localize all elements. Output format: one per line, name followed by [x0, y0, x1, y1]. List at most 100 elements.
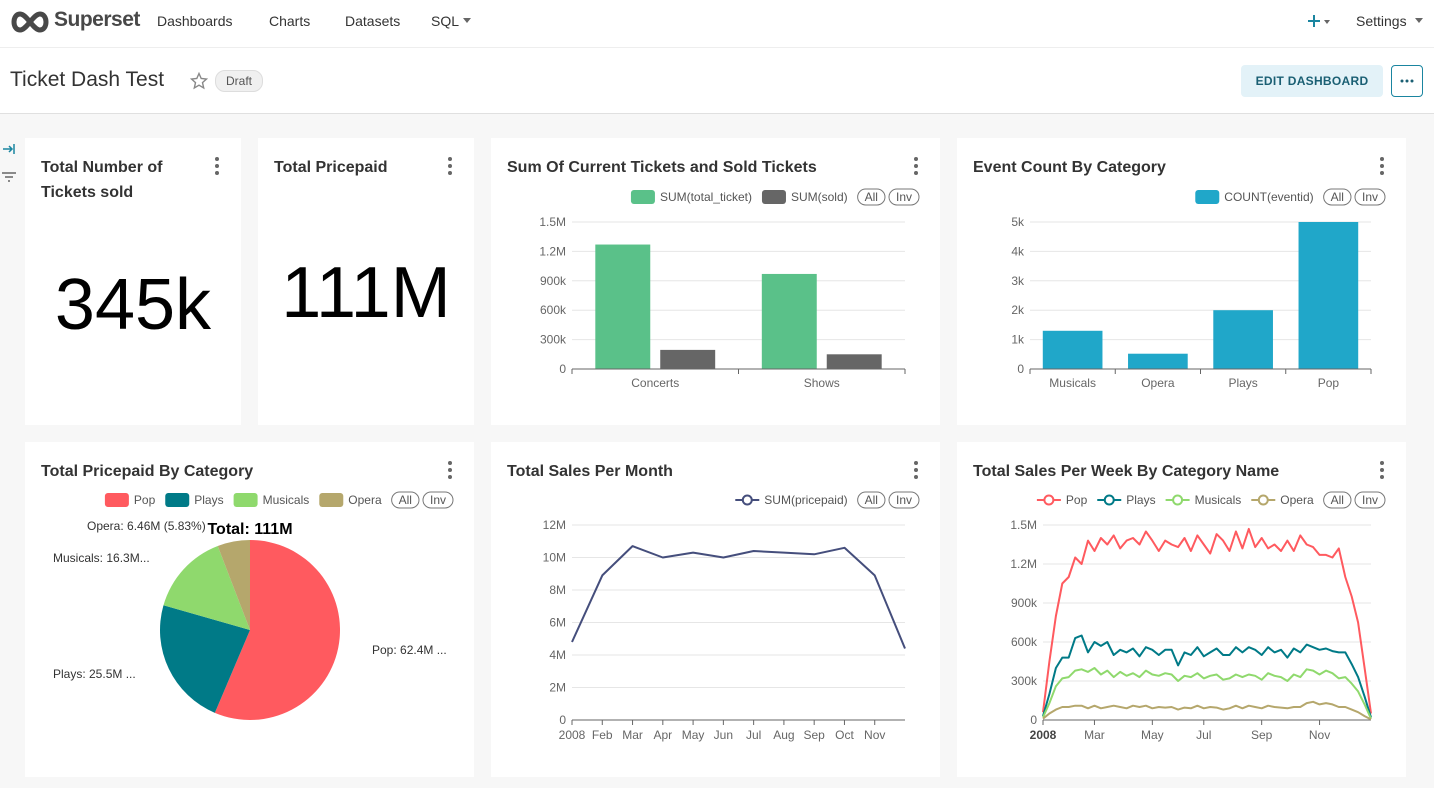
nav-item[interactable]: SQL	[431, 13, 460, 29]
legend-label: COUNT(eventid)	[1224, 190, 1313, 204]
edit-dashboard-button[interactable]: EDIT DASHBOARD	[1241, 65, 1383, 97]
legend-control[interactable]	[1323, 491, 1352, 509]
x-tick-label: Mar	[622, 728, 643, 742]
legend-control-label: Inv	[1362, 493, 1378, 507]
legend-control[interactable]	[391, 491, 420, 509]
caret	[1415, 18, 1423, 23]
legend-marker	[1103, 494, 1115, 506]
legend-control[interactable]	[888, 491, 920, 509]
x-tick-label: Feb	[592, 728, 613, 742]
legend-label: SUM(total_ticket)	[660, 190, 752, 204]
menu-dot	[215, 164, 219, 168]
legend: SUM(total_ticket) SUM(sold) All Inv	[630, 188, 920, 206]
legend-control[interactable]	[857, 188, 886, 206]
chart-title: Total Pricepaid	[274, 159, 388, 176]
caret	[1324, 20, 1330, 24]
plus-icon	[1308, 15, 1320, 27]
line-series	[1042, 667, 1372, 720]
legend-control[interactable]	[1354, 491, 1386, 509]
y-tick-label: 0	[1017, 362, 1024, 376]
star[interactable]	[190, 72, 208, 90]
pie-slice	[217, 540, 250, 630]
y-tick-label: 10M	[543, 551, 566, 565]
more-button[interactable]	[1391, 65, 1423, 97]
filter-bar-toggle[interactable]	[0, 140, 20, 190]
legend-control-label: All	[865, 190, 878, 204]
line-series	[571, 545, 906, 649]
chart-menu[interactable]	[448, 157, 452, 175]
settings[interactable]: Settings	[1356, 13, 1407, 29]
chart-menu[interactable]	[1380, 157, 1384, 175]
more-icon	[1400, 79, 1414, 83]
legend-control[interactable]	[888, 188, 920, 206]
menu-dot	[1380, 475, 1384, 479]
y-tick-label: 4k	[1011, 244, 1025, 258]
x-tick-label: May	[1141, 728, 1164, 742]
chart-card: 0 300k 600k 900k 1.2M 1.5M Concerts Shows SUM(to…	[491, 138, 940, 425]
slice-label: Plays: 25.5M ...	[53, 667, 136, 681]
chart: 0 2M 4M 6M 8M 10M 12M 2008 Feb Mar Apr May Jun Jul Aug…	[543, 461, 920, 742]
status-badge: Draft	[215, 70, 264, 92]
chart-card: 345k Total Number of Tickets sold	[25, 138, 241, 425]
legend-marker	[630, 190, 655, 204]
bar	[1213, 310, 1273, 369]
nav-item[interactable]: Charts	[269, 13, 311, 29]
legend-label: Plays	[1126, 493, 1155, 507]
legend-label: Musicals	[263, 493, 310, 507]
legend-control[interactable]	[1323, 188, 1352, 206]
caret	[463, 18, 471, 23]
bar	[761, 273, 817, 369]
logo[interactable]	[9, 10, 51, 34]
x-tick-label: 2008	[559, 728, 586, 742]
legend-control-label: All	[399, 493, 412, 507]
legend-label: Plays	[194, 493, 223, 507]
slice-label: Opera: 6.46M (5.83%)	[87, 519, 206, 533]
legend-control[interactable]	[857, 491, 886, 509]
legend: Pop Plays Musicals Opera All Inv	[1036, 491, 1386, 509]
menu-dot	[1380, 468, 1384, 472]
y-tick-label: 600k	[1011, 635, 1038, 649]
chart-menu[interactable]	[448, 461, 452, 479]
y-tick-label: 900k	[540, 274, 567, 288]
chart-title: Event Count By Category	[973, 159, 1166, 176]
add-button[interactable]	[1306, 12, 1334, 32]
legend-label: Opera	[1280, 493, 1314, 507]
legend-control-label: Inv	[430, 493, 446, 507]
chart-menu[interactable]	[1380, 461, 1384, 479]
y-tick-label: 8M	[549, 583, 566, 597]
menu-dot	[448, 157, 452, 161]
nav-item[interactable]: Dashboards	[157, 13, 233, 29]
chart-card: 111M Total Pricepaid	[258, 138, 474, 425]
legend-marker	[165, 493, 190, 507]
x-tick-label: Mar	[1084, 728, 1105, 742]
chart-title: Total Sales Per Month	[507, 463, 673, 480]
y-tick-label: 12M	[543, 518, 566, 532]
y-tick-label: 300k	[540, 333, 567, 347]
nav-item[interactable]: Datasets	[345, 13, 401, 29]
legend-control-label: Inv	[896, 190, 912, 204]
y-tick-label: 1.2M	[1010, 557, 1037, 571]
chart-menu[interactable]	[914, 157, 918, 175]
legend-control-label: All	[1331, 190, 1344, 204]
legend-control[interactable]	[422, 491, 454, 509]
chart: 0 300k 600k 900k 1.2M 1.5M 2008 Mar May Jul Sep Nov…	[1010, 461, 1386, 742]
chart-menu[interactable]	[914, 461, 918, 479]
y-tick-label: 2k	[1011, 303, 1025, 317]
chart-card: 0 2M 4M 6M 8M 10M 12M 2008 Feb Mar Apr May Jun Jul Aug…	[491, 442, 940, 777]
legend-control[interactable]	[1354, 188, 1386, 206]
menu-dot	[448, 164, 452, 168]
menu-dot	[914, 461, 918, 465]
y-tick-label: 0	[559, 713, 566, 727]
x-tick-label: Pop	[1318, 376, 1340, 390]
brand[interactable]: Superset	[54, 8, 140, 31]
y-tick-label: 2M	[549, 681, 566, 695]
chart-menu[interactable]	[215, 157, 219, 175]
pie-slice	[214, 540, 340, 720]
menu-dot	[914, 164, 918, 168]
legend-marker	[233, 493, 258, 507]
legend: SUM(pricepaid) All Inv	[735, 491, 920, 509]
x-tick-label: Concerts	[631, 376, 679, 390]
legend-marker	[1195, 190, 1220, 204]
menu-dot	[215, 171, 219, 175]
